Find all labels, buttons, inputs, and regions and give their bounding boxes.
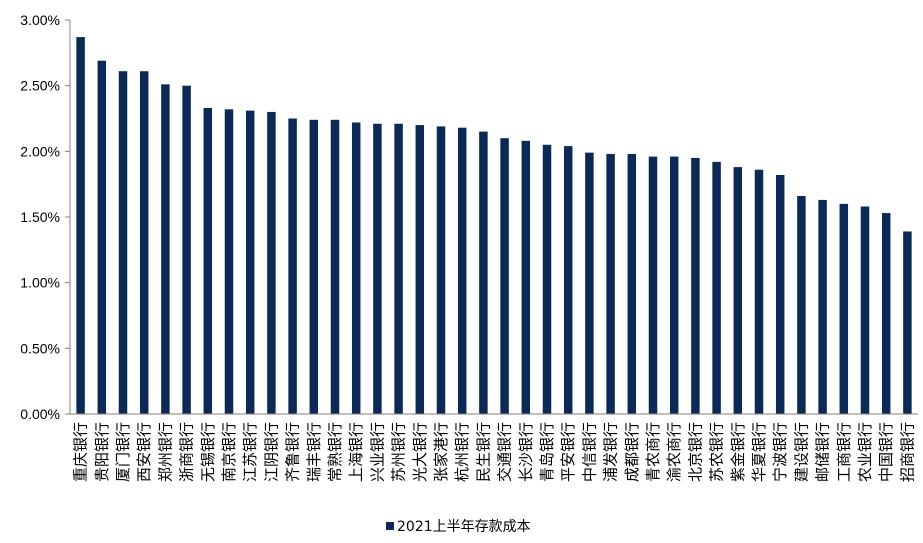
- bar: [521, 140, 531, 414]
- bar: [309, 119, 319, 415]
- bar: [224, 109, 234, 414]
- bar: [627, 153, 637, 414]
- bar: [669, 156, 679, 414]
- x-tick-label: 宁波银行: [771, 422, 789, 482]
- x-tick-label: 渝农商行: [665, 422, 683, 482]
- x-tick-label: 华夏银行: [750, 422, 768, 482]
- bar: [733, 167, 743, 414]
- x-tick-label: 苏州银行: [390, 422, 408, 482]
- bar: [479, 131, 488, 414]
- bar: [754, 169, 764, 414]
- x-tick-label: 民生银行: [474, 422, 492, 482]
- bar: [542, 144, 552, 414]
- x-tick-label: 工商银行: [835, 422, 853, 482]
- legend-label: 2021上半年存款成本: [397, 519, 531, 535]
- x-axis: 重庆银行 贵阳银行 厦门银行 西安银行 郑州银行 浙商银行 无锡银行 南京银行 江苏银行 江阴银行…: [70, 413, 918, 482]
- x-tick-label: 光大银行: [411, 422, 429, 482]
- x-tick-label: 常熟银行: [326, 422, 344, 482]
- bar: [457, 127, 467, 415]
- x-tick-label: 北京银行: [686, 422, 704, 482]
- bar: [881, 213, 891, 414]
- x-tick-label: 长沙银行: [517, 422, 535, 482]
- x-tick-label: 紫金银行: [729, 422, 747, 482]
- x-tick-label: 浙商银行: [178, 422, 196, 482]
- x-tick-label: 无锡银行: [199, 422, 217, 482]
- bars: [76, 37, 912, 415]
- x-tick-label: 郑州银行: [156, 422, 174, 482]
- x-tick-label: 建设银行: [792, 422, 810, 482]
- x-tick-label: 贵阳银行: [93, 422, 111, 482]
- bar: [139, 71, 149, 414]
- y-tick-label: 2.50%: [20, 78, 60, 94]
- bar: [118, 71, 128, 414]
- x-tick-label: 张家港行: [432, 422, 450, 482]
- bar: [394, 123, 403, 415]
- bar: [351, 122, 361, 414]
- y-tick-label: 3.00%: [20, 12, 60, 28]
- x-tick-label: 中信银行: [580, 422, 598, 482]
- bar: [182, 85, 191, 415]
- x-tick-label: 江阴银行: [262, 422, 280, 482]
- bar: [818, 199, 827, 414]
- bar: [288, 118, 297, 414]
- bar: [500, 138, 509, 414]
- y-tick-label: 0.00%: [20, 406, 60, 422]
- bar: [436, 126, 446, 414]
- y-tick-label: 0.50%: [20, 340, 60, 356]
- bar: [203, 107, 213, 414]
- x-tick-label: 交通银行: [496, 422, 514, 482]
- x-tick-label: 青岛银行: [538, 422, 556, 482]
- x-tick-label: 浦发银行: [602, 422, 620, 482]
- bar: [839, 203, 849, 414]
- y-tick-label: 2.00%: [20, 143, 60, 159]
- bar: [267, 111, 276, 414]
- bar: [903, 231, 912, 414]
- x-tick-label: 齐鲁银行: [284, 422, 302, 482]
- x-tick-label: 平安银行: [559, 422, 577, 482]
- bar: [691, 157, 700, 414]
- x-tick-label: 上海银行: [347, 422, 365, 482]
- bar: [97, 60, 107, 415]
- legend: 2021上半年存款成本: [386, 519, 531, 535]
- bar: [245, 110, 255, 415]
- bar: [76, 37, 85, 414]
- y-tick-label: 1.00%: [20, 275, 60, 291]
- x-tick-label: 杭州银行: [453, 422, 471, 482]
- bar: [161, 84, 170, 414]
- x-tick-label: 瑞丰银行: [305, 422, 323, 482]
- x-tick-label: 兴业银行: [368, 422, 386, 482]
- bar: [648, 156, 658, 414]
- x-tick-label: 重庆银行: [72, 422, 90, 482]
- bar: [415, 125, 425, 415]
- bar: [373, 123, 382, 415]
- bar: [775, 174, 785, 414]
- bar: [797, 195, 806, 414]
- bar: [585, 152, 594, 414]
- bar: [860, 206, 870, 414]
- x-tick-label: 青农商行: [644, 422, 662, 482]
- x-tick-label: 厦门银行: [114, 422, 132, 482]
- bar: [712, 161, 721, 414]
- x-tick-label: 江苏银行: [241, 422, 259, 482]
- x-tick-label: 农业银行: [856, 422, 874, 482]
- y-tick-label: 1.50%: [20, 209, 60, 225]
- x-tick-label: 西安银行: [135, 422, 153, 482]
- x-tick-label: 招商银行: [898, 422, 916, 482]
- x-tick-label: 苏农银行: [708, 422, 726, 482]
- x-tick-label: 邮储银行: [814, 422, 832, 482]
- y-axis: 0.00% 0.50% 1.00% 1.50% 2.00% 2.50% 3.00%: [20, 12, 71, 422]
- x-tick-label: 成都银行: [623, 422, 641, 482]
- legend-swatch: [386, 522, 394, 530]
- bar: [606, 153, 615, 414]
- bar: [563, 146, 573, 414]
- bar: [330, 119, 340, 415]
- x-tick-label: 南京银行: [220, 422, 238, 482]
- x-tick-label: 中国银行: [877, 422, 895, 482]
